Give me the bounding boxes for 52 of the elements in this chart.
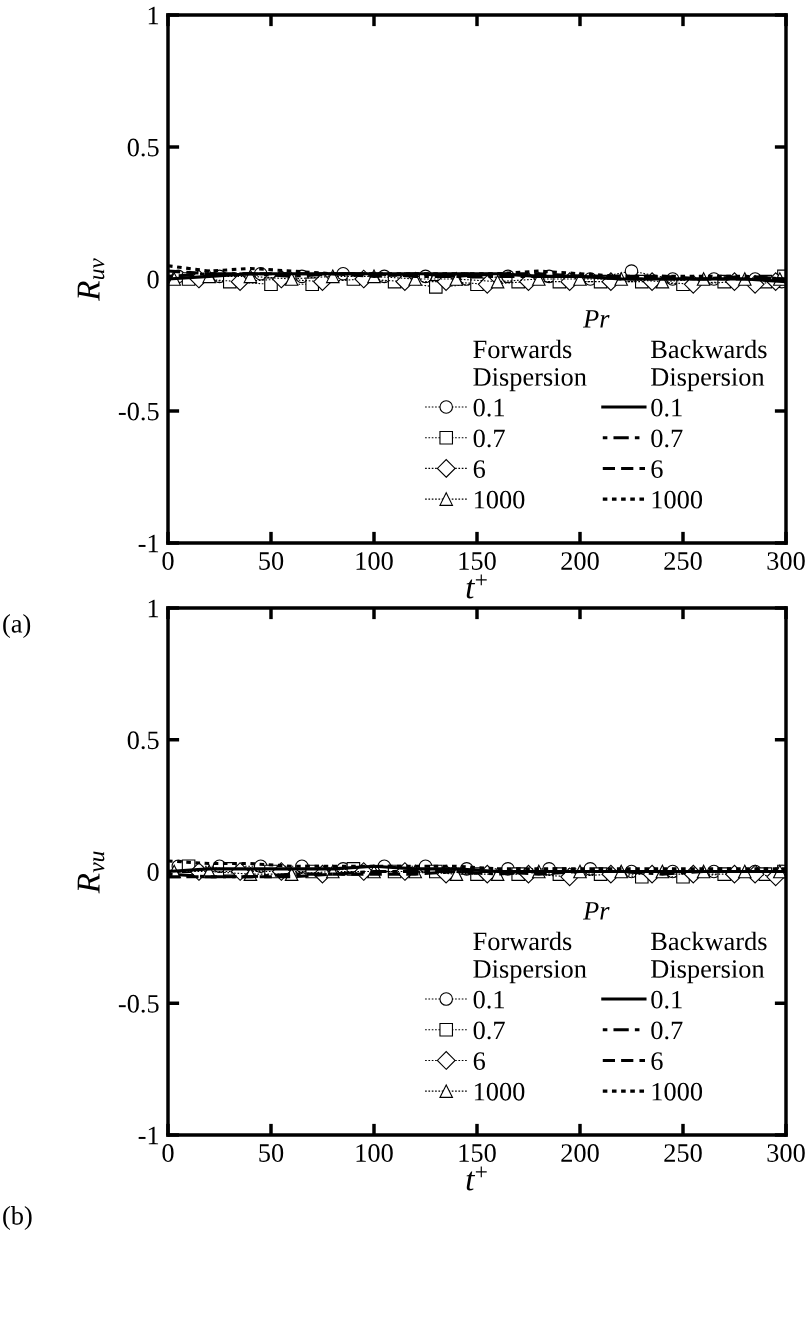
x-tick-label: 100 xyxy=(356,552,393,570)
x-axis-title: t$^{+}$ xyxy=(466,574,487,599)
x-tick-label: 50 xyxy=(259,1144,284,1162)
annotation: Forwards Dispersion xyxy=(473,931,587,984)
legend-label: 0.1 xyxy=(651,398,682,417)
legend-label: 1000 xyxy=(652,490,703,509)
legend-title: Pr xyxy=(582,310,610,328)
legend-label: 0.7 xyxy=(651,1021,683,1040)
legend-label: 1000 xyxy=(474,1082,525,1101)
legend-label: 6 xyxy=(651,1052,663,1070)
y-axis-title: R$_{uv}$ xyxy=(77,258,105,302)
legend-label: 0.7 xyxy=(473,1021,505,1040)
y-axis-title: R$_{vu}$ xyxy=(77,851,105,894)
legend-label: 6 xyxy=(473,460,486,478)
legend-label: 0.1 xyxy=(651,990,682,1009)
x-tick-label: 150 xyxy=(459,552,496,570)
text: (b) xyxy=(3,1206,32,1230)
y-tick-label: 1 xyxy=(148,599,159,618)
x-tick-label: 300 xyxy=(767,552,805,570)
x-tick-label: 100 xyxy=(356,1144,393,1162)
x-tick-label: 250 xyxy=(664,552,702,570)
legend-label: 0.7 xyxy=(651,429,683,448)
legend-label: 6 xyxy=(473,1052,486,1070)
y-tick-label: -1 xyxy=(138,534,159,553)
legend-label: 0.1 xyxy=(473,990,504,1009)
y-tick-label: 0.5 xyxy=(127,138,159,157)
legend-label: 6 xyxy=(651,460,663,478)
x-tick-label: 300 xyxy=(767,1144,805,1162)
x-tick-label: 50 xyxy=(259,552,284,570)
text: (a) xyxy=(3,614,31,638)
x-tick-label: 0 xyxy=(162,552,174,570)
x-tick-label: 0 xyxy=(162,1144,174,1162)
x-axis-title: t$^{+}$ xyxy=(466,1166,487,1191)
y-tick-label: -0.5 xyxy=(118,994,159,1013)
y-tick-label: -1 xyxy=(138,1126,159,1145)
y-tick-label: 0 xyxy=(147,863,159,881)
y-tick-label: -0.5 xyxy=(118,402,159,421)
legend-title: Pr xyxy=(582,902,610,920)
annotation: Backwards Dispersion xyxy=(651,339,767,392)
y-tick-label: 0 xyxy=(147,270,159,289)
legend-label: 1000 xyxy=(652,1082,703,1101)
annotation: Forwards Dispersion xyxy=(473,339,587,392)
x-tick-label: 200 xyxy=(561,1144,599,1162)
legend-label: 1000 xyxy=(474,490,525,509)
x-tick-label: 250 xyxy=(664,1144,702,1162)
legend-label: 0.7 xyxy=(473,429,505,448)
legend-label: 0.1 xyxy=(473,398,504,417)
y-tick-label: 0.5 xyxy=(127,731,159,750)
x-tick-label: 150 xyxy=(459,1144,496,1162)
annotation: Backwards Dispersion xyxy=(651,931,767,984)
y-tick-label: 1 xyxy=(148,6,159,25)
x-tick-label: 200 xyxy=(561,552,599,570)
